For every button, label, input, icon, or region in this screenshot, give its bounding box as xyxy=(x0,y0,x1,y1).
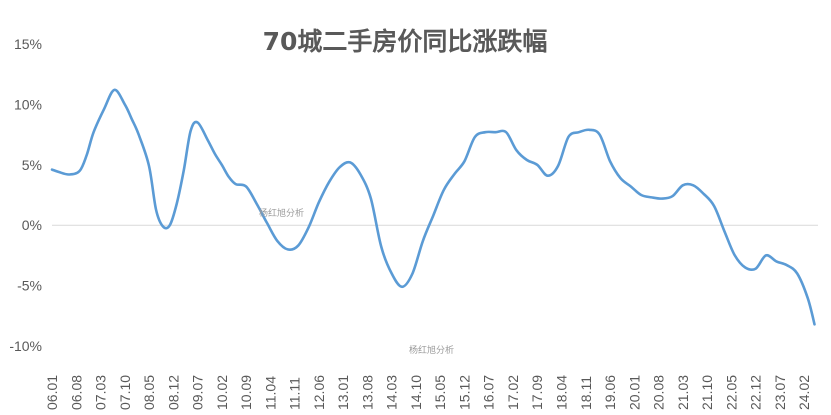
x-tick-label: 11.04 xyxy=(262,376,278,410)
x-tick-label: 18.11 xyxy=(578,376,594,410)
x-tick-label: 10.09 xyxy=(238,375,254,410)
x-tick-label: 12.06 xyxy=(311,375,327,410)
x-tick-label: 15.12 xyxy=(456,375,472,410)
x-tick-label: 20.01 xyxy=(626,375,642,410)
x-tick-label: 21.03 xyxy=(675,375,691,410)
x-tick-label: 06.01 xyxy=(44,375,60,410)
x-tick-label: 07.10 xyxy=(117,375,133,410)
x-tick-label: 07.03 xyxy=(93,375,109,410)
x-tick-label: 18.04 xyxy=(554,375,570,410)
x-tick-label: 16.07 xyxy=(481,375,497,410)
x-tick-label: 09.07 xyxy=(190,375,206,410)
x-tick-label: 14.03 xyxy=(384,375,400,410)
y-tick-label: 15% xyxy=(14,36,42,52)
watermark-text: 杨红旭分析 xyxy=(409,344,454,356)
x-tick-label: 11.11 xyxy=(287,377,303,410)
x-tick-label: 24.02 xyxy=(796,375,812,410)
x-tick-label: 06.08 xyxy=(68,375,84,410)
watermark-text: 杨红旭分析 xyxy=(259,207,304,219)
x-tick-label: 20.08 xyxy=(651,375,667,410)
x-tick-label: 17.02 xyxy=(505,375,521,410)
x-tick-label: 23.07 xyxy=(772,375,788,410)
x-tick-label: 10.02 xyxy=(214,375,230,410)
x-tick-label: 15.05 xyxy=(432,375,448,410)
series-line xyxy=(50,88,816,326)
y-tick-label: 5% xyxy=(22,157,42,173)
y-tick-label: 10% xyxy=(14,96,42,112)
series-group xyxy=(50,88,816,326)
x-tick-label: 14.10 xyxy=(408,375,424,410)
x-tick-label: 17.09 xyxy=(529,375,545,410)
y-tick-label: 0% xyxy=(22,217,42,233)
y-tick-label: -10% xyxy=(9,338,42,354)
x-tick-label: 22.05 xyxy=(723,375,739,410)
x-axis: 06.01 06.08 07.03 07.10 08.05 08.12 09.07 10.02… xyxy=(44,375,812,410)
x-tick-label: 19.06 xyxy=(602,375,618,410)
x-tick-label: 21.10 xyxy=(699,375,715,410)
x-tick-label: 22.12 xyxy=(748,375,764,410)
x-tick-label: 13.01 xyxy=(335,375,351,410)
x-tick-label: 13.08 xyxy=(359,375,375,410)
x-tick-label: 08.12 xyxy=(165,375,181,410)
x-tick-label: 08.05 xyxy=(141,375,157,410)
y-tick-label: -5% xyxy=(17,278,42,294)
chart-title: 70城二手房价同比涨跌幅 xyxy=(263,27,548,56)
y-axis: -10% -5% 0% 5% 10% 15% xyxy=(9,36,42,354)
